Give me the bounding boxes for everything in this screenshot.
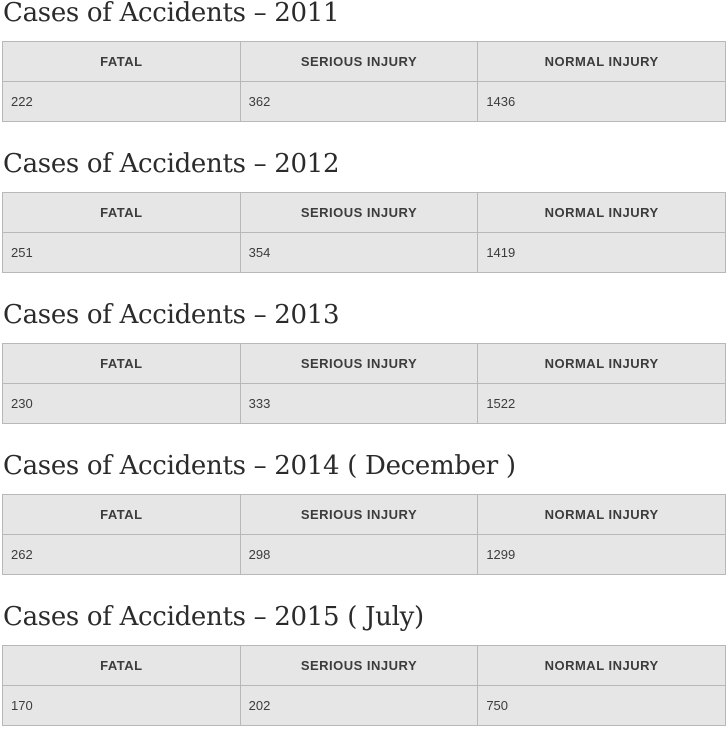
accident-section-2011: Cases of Accidents – 2011 FATAL SERIOUS … xyxy=(0,0,728,122)
header-normal-injury: NORMAL INJURY xyxy=(477,494,726,535)
header-fatal: FATAL xyxy=(2,192,241,233)
section-title: Cases of Accidents – 2014 ( December ) xyxy=(3,451,516,481)
cell-normal-injury: 1522 xyxy=(477,383,726,424)
cell-normal-injury: 1436 xyxy=(477,81,726,122)
header-fatal: FATAL xyxy=(2,41,241,82)
header-normal-injury: NORMAL INJURY xyxy=(477,192,726,233)
table-row: 251 354 1419 xyxy=(2,232,726,273)
accident-table: FATAL SERIOUS INJURY NORMAL INJURY 262 2… xyxy=(2,494,726,575)
accident-section-2012: Cases of Accidents – 2012 FATAL SERIOUS … xyxy=(0,149,728,273)
accident-section-2014: Cases of Accidents – 2014 ( December ) F… xyxy=(0,451,728,575)
cell-serious-injury: 362 xyxy=(239,81,479,122)
table-row: 170 202 750 xyxy=(2,685,726,726)
accident-table: FATAL SERIOUS INJURY NORMAL INJURY 222 3… xyxy=(2,41,726,122)
header-fatal: FATAL xyxy=(2,645,241,686)
accident-table: FATAL SERIOUS INJURY NORMAL INJURY 230 3… xyxy=(2,343,726,424)
section-title: Cases of Accidents – 2015 ( July) xyxy=(3,602,424,632)
table-header-row: FATAL SERIOUS INJURY NORMAL INJURY xyxy=(2,192,726,233)
cell-fatal: 262 xyxy=(2,534,241,575)
accident-table: FATAL SERIOUS INJURY NORMAL INJURY 251 3… xyxy=(2,192,726,273)
accident-table: FATAL SERIOUS INJURY NORMAL INJURY 170 2… xyxy=(2,645,726,726)
accident-section-2015: Cases of Accidents – 2015 ( July) FATAL … xyxy=(0,602,728,726)
section-title: Cases of Accidents – 2011 xyxy=(3,0,340,28)
cell-normal-injury: 1419 xyxy=(477,232,726,273)
table-row: 222 362 1436 xyxy=(2,81,726,122)
cell-serious-injury: 202 xyxy=(239,685,479,726)
section-title: Cases of Accidents – 2012 xyxy=(3,149,340,179)
header-serious-injury: SERIOUS INJURY xyxy=(239,192,479,233)
header-serious-injury: SERIOUS INJURY xyxy=(239,343,479,384)
accident-section-2013: Cases of Accidents – 2013 FATAL SERIOUS … xyxy=(0,300,728,424)
cell-normal-injury: 750 xyxy=(477,685,726,726)
table-header-row: FATAL SERIOUS INJURY NORMAL INJURY xyxy=(2,494,726,535)
table-row: 262 298 1299 xyxy=(2,534,726,575)
table-row: 230 333 1522 xyxy=(2,383,726,424)
cell-fatal: 251 xyxy=(2,232,241,273)
cell-normal-injury: 1299 xyxy=(477,534,726,575)
cell-fatal: 230 xyxy=(2,383,241,424)
header-normal-injury: NORMAL INJURY xyxy=(477,343,726,384)
header-normal-injury: NORMAL INJURY xyxy=(477,41,726,82)
cell-fatal: 222 xyxy=(2,81,241,122)
cell-serious-injury: 298 xyxy=(239,534,479,575)
header-serious-injury: SERIOUS INJURY xyxy=(239,645,479,686)
header-fatal: FATAL xyxy=(2,343,241,384)
header-serious-injury: SERIOUS INJURY xyxy=(239,41,479,82)
cell-serious-injury: 354 xyxy=(239,232,479,273)
cell-serious-injury: 333 xyxy=(239,383,479,424)
table-header-row: FATAL SERIOUS INJURY NORMAL INJURY xyxy=(2,645,726,686)
section-title: Cases of Accidents – 2013 xyxy=(3,300,340,330)
header-normal-injury: NORMAL INJURY xyxy=(477,645,726,686)
table-header-row: FATAL SERIOUS INJURY NORMAL INJURY xyxy=(2,343,726,384)
cell-fatal: 170 xyxy=(2,685,241,726)
table-header-row: FATAL SERIOUS INJURY NORMAL INJURY xyxy=(2,41,726,82)
header-fatal: FATAL xyxy=(2,494,241,535)
header-serious-injury: SERIOUS INJURY xyxy=(239,494,479,535)
